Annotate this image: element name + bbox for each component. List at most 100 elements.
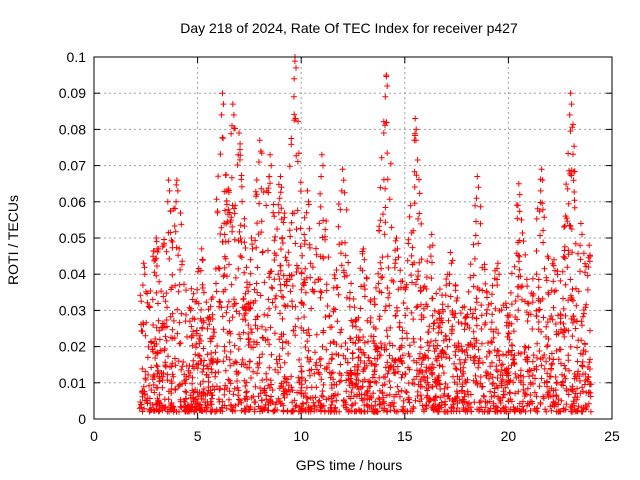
data-point	[449, 309, 456, 316]
data-point	[427, 253, 434, 260]
data-point	[563, 387, 570, 394]
data-point	[236, 310, 243, 317]
data-point	[467, 274, 474, 281]
data-point	[201, 289, 207, 296]
data-point	[577, 220, 584, 227]
data-point	[383, 392, 390, 399]
data-point	[475, 364, 482, 371]
data-point	[411, 168, 418, 175]
data-point	[454, 381, 461, 388]
x-tick-label: 25	[604, 428, 620, 444]
data-point	[322, 314, 329, 320]
data-point	[383, 119, 390, 126]
data-point	[215, 396, 222, 403]
data-point	[276, 398, 283, 405]
data-point	[302, 344, 309, 350]
data-point	[294, 207, 301, 214]
data-point	[577, 268, 583, 275]
data-point	[352, 381, 359, 388]
data-point	[311, 403, 318, 410]
data-point	[456, 356, 463, 363]
data-point	[186, 304, 193, 311]
data-point	[268, 381, 275, 388]
data-point	[257, 405, 264, 412]
data-point	[257, 148, 264, 155]
data-point	[229, 101, 236, 108]
data-point	[533, 271, 540, 278]
data-point	[406, 353, 413, 360]
data-point	[385, 264, 392, 271]
data-point	[564, 218, 571, 225]
data-point	[570, 151, 576, 158]
data-point	[520, 381, 527, 388]
data-point	[382, 303, 389, 310]
data-point	[151, 269, 158, 276]
data-point	[540, 314, 547, 321]
data-point	[232, 274, 239, 281]
data-point	[318, 289, 325, 296]
data-point	[437, 386, 444, 392]
data-point	[380, 211, 386, 218]
data-point	[274, 360, 281, 367]
data-point	[286, 163, 293, 170]
data-point	[406, 399, 413, 406]
data-point	[335, 352, 342, 358]
data-point	[429, 361, 436, 368]
data-point	[306, 225, 313, 232]
data-point	[277, 173, 284, 180]
data-point	[539, 206, 546, 213]
data-point	[390, 403, 397, 410]
data-point	[418, 220, 425, 227]
data-point	[349, 349, 356, 356]
data-point	[441, 408, 448, 415]
data-point	[574, 408, 581, 415]
data-point	[279, 345, 286, 352]
data-point	[193, 361, 200, 368]
data-point	[207, 303, 214, 310]
data-point	[370, 408, 377, 415]
data-point	[317, 294, 324, 301]
data-point	[450, 398, 457, 405]
data-point	[195, 300, 202, 307]
data-point	[479, 340, 485, 347]
data-point	[328, 401, 335, 408]
data-point	[395, 356, 402, 363]
data-point	[516, 191, 523, 198]
data-point	[367, 383, 374, 390]
data-point	[144, 299, 151, 306]
data-point	[273, 292, 280, 299]
data-point	[311, 370, 318, 377]
data-point	[264, 399, 271, 406]
data-point	[242, 383, 249, 389]
data-point	[168, 237, 175, 244]
data-point	[355, 314, 362, 321]
data-point	[549, 360, 556, 367]
data-point	[171, 223, 178, 229]
data-point	[272, 233, 279, 240]
data-point	[399, 406, 406, 413]
data-point	[238, 407, 245, 414]
data-point	[463, 314, 470, 321]
data-point	[462, 320, 469, 327]
data-point	[529, 358, 536, 365]
data-point	[550, 262, 557, 269]
data-point	[377, 217, 384, 224]
data-point	[221, 220, 228, 227]
data-point	[263, 392, 270, 399]
data-point	[225, 376, 232, 383]
data-point	[184, 333, 190, 340]
data-point	[417, 288, 424, 295]
data-point	[313, 251, 320, 258]
data-point	[481, 266, 488, 273]
data-point	[297, 243, 304, 250]
data-point	[384, 333, 391, 340]
data-point	[398, 342, 405, 349]
data-point	[354, 371, 361, 378]
data-point	[517, 367, 524, 374]
data-point	[352, 340, 359, 347]
data-point	[493, 326, 500, 333]
data-point	[291, 397, 298, 404]
data-point	[469, 314, 476, 321]
data-point	[586, 242, 593, 249]
y-tick-label: 0.1	[67, 49, 87, 65]
